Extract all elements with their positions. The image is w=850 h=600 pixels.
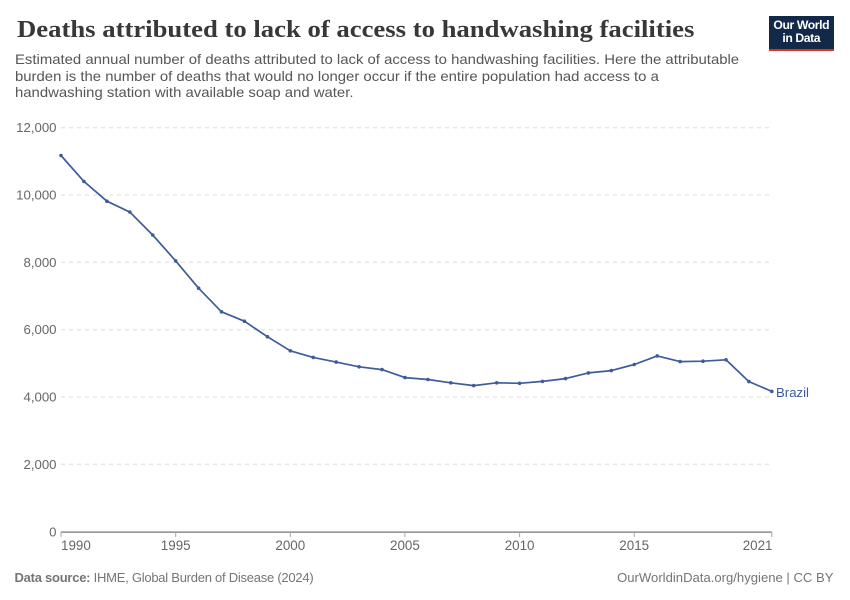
svg-text:2021: 2021 <box>743 538 773 553</box>
svg-text:2005: 2005 <box>390 538 420 553</box>
svg-text:1995: 1995 <box>161 538 191 553</box>
svg-text:12,000: 12,000 <box>16 120 56 135</box>
svg-text:2010: 2010 <box>505 538 535 553</box>
svg-text:2015: 2015 <box>619 538 649 553</box>
svg-text:1990: 1990 <box>61 538 91 553</box>
svg-text:10,000: 10,000 <box>16 188 56 203</box>
svg-text:Brazil: Brazil <box>776 385 809 400</box>
svg-text:4,000: 4,000 <box>23 390 56 405</box>
svg-text:0: 0 <box>49 524 56 539</box>
svg-text:8,000: 8,000 <box>23 255 56 270</box>
svg-text:2,000: 2,000 <box>23 457 56 472</box>
svg-text:2000: 2000 <box>275 538 305 553</box>
svg-text:6,000: 6,000 <box>23 322 56 337</box>
